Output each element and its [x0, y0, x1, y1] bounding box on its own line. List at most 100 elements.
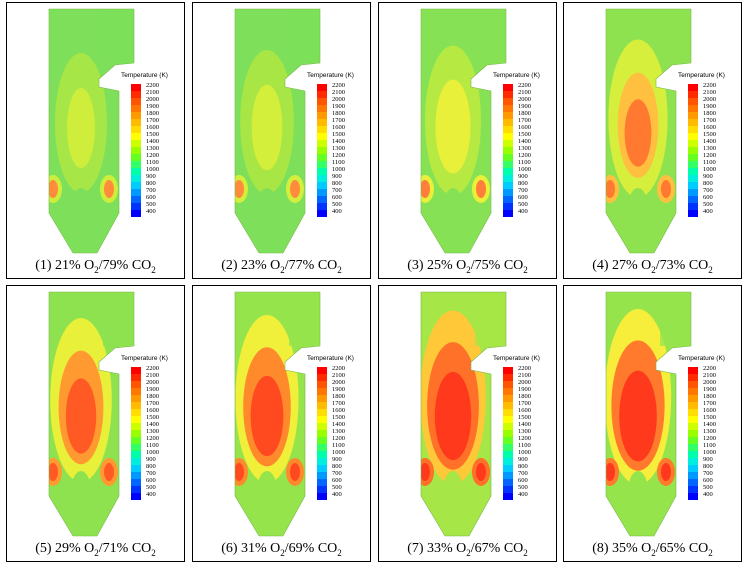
legend-swatch [503, 119, 513, 126]
legend-swatch [503, 203, 513, 210]
legend-level-label: 500 [146, 484, 156, 491]
legend-level-label: 1400 [518, 138, 531, 145]
legend-level-label: 900 [518, 456, 528, 463]
legend-level-label: 2000 [703, 379, 716, 386]
furnace-temperature-contour [48, 291, 135, 537]
legend-level-label: 1600 [332, 407, 345, 414]
legend-swatch [503, 381, 513, 388]
legend-level-label: 600 [703, 477, 713, 484]
legend-swatch [688, 367, 698, 374]
contour-panel-6: Temperature (K) 2200 2100 2000 1900 1800 1700 1… [192, 285, 371, 562]
caption-middle: /73% CO [655, 258, 709, 274]
contour-panel-3: Temperature (K) 2200 2100 2000 1900 1800 1700 1… [378, 2, 557, 279]
legend-swatch [503, 196, 513, 203]
legend-level-label: 1900 [146, 103, 159, 110]
legend-swatch [317, 112, 327, 119]
legend-swatch [503, 465, 513, 472]
legend-swatch [131, 430, 141, 437]
legend-level-label: 500 [146, 201, 156, 208]
caption-prefix: (6) 31% O [221, 541, 281, 557]
legend-swatch [688, 402, 698, 409]
furnace-temperature-contour [48, 8, 135, 254]
legend-swatch [131, 91, 141, 98]
legend-level-label: 500 [703, 201, 713, 208]
legend-swatch [317, 147, 327, 154]
legend-labels: 2200 2100 2000 1900 1800 1700 1600 1500 1400 1300… [518, 365, 531, 498]
legend-swatch [317, 210, 327, 217]
legend-level-label: 700 [146, 470, 156, 477]
legend-swatch [131, 210, 141, 217]
legend-level-label: 600 [332, 194, 342, 201]
legend-labels: 2200 2100 2000 1900 1800 1700 1600 1500 1400 1300… [146, 365, 159, 498]
caption-prefix: (8) 35% O [592, 541, 652, 557]
legend-level-label: 2200 [332, 365, 345, 372]
legend-color-bar [131, 367, 141, 500]
legend-level-label: 1800 [332, 110, 345, 117]
legend-swatch [688, 458, 698, 465]
legend-level-label: 400 [518, 208, 528, 215]
legend-swatch [317, 126, 327, 133]
legend-swatch [317, 98, 327, 105]
caption-prefix: (4) 27% O [592, 258, 652, 274]
legend-color-bar [317, 367, 327, 500]
legend-level-label: 600 [146, 194, 156, 201]
legend-swatch [131, 105, 141, 112]
legend-level-label: 700 [146, 187, 156, 194]
legend-swatch [688, 451, 698, 458]
legend-level-label: 1900 [518, 386, 531, 393]
legend-labels: 2200 2100 2000 1900 1800 1700 1600 1500 1400 1300… [146, 82, 159, 215]
legend-level-label: 1300 [703, 428, 716, 435]
legend-level-label: 1100 [332, 442, 345, 449]
caption-prefix: (2) 23% O [221, 258, 281, 274]
legend-level-label: 1100 [146, 159, 159, 166]
legend-level-label: 1600 [332, 124, 345, 131]
legend-swatch [317, 458, 327, 465]
legend-swatch [688, 161, 698, 168]
legend-level-label: 2200 [518, 365, 531, 372]
legend-level-label: 1500 [332, 131, 345, 138]
legend-swatch [503, 182, 513, 189]
legend-swatch [131, 416, 141, 423]
legend-level-label: 1300 [332, 145, 345, 152]
legend-level-label: 1500 [703, 131, 716, 138]
legend-swatch [688, 479, 698, 486]
panel-caption: (2) 23% O2/77% CO2 [193, 258, 370, 275]
legend-swatch [688, 437, 698, 444]
caption-middle: /75% CO [470, 258, 524, 274]
legend-swatch [503, 479, 513, 486]
legend-level-label: 1900 [332, 103, 345, 110]
legend-level-label: 1000 [146, 449, 159, 456]
caption-subscript: 2 [523, 265, 528, 275]
legend-level-label: 2000 [332, 96, 345, 103]
legend-level-label: 1300 [146, 145, 159, 152]
contour-panel-5: Temperature (K) 2200 2100 2000 1900 1800 1700 1… [6, 285, 185, 562]
legend-level-label: 600 [518, 194, 528, 201]
legend-swatch [503, 402, 513, 409]
legend-level-label: 1900 [332, 386, 345, 393]
caption-middle: /65% CO [655, 541, 709, 557]
legend-swatch [131, 444, 141, 451]
legend-level-label: 800 [332, 463, 342, 470]
caption-middle: /79% CO [98, 258, 152, 274]
legend-swatch [131, 437, 141, 444]
legend-title: Temperature (K) [493, 355, 540, 362]
legend-swatch [503, 175, 513, 182]
legend-labels: 2200 2100 2000 1900 1800 1700 1600 1500 1400 1300… [703, 365, 716, 498]
legend-swatch [131, 486, 141, 493]
legend-swatch [688, 388, 698, 395]
legend-level-label: 900 [518, 173, 528, 180]
legend-level-label: 1100 [332, 159, 345, 166]
legend-level-label: 400 [332, 208, 342, 215]
legend-level-label: 1000 [518, 449, 531, 456]
legend-swatch [688, 416, 698, 423]
contour-panel-2: Temperature (K) 2200 2100 2000 1900 1800 1700 1… [192, 2, 371, 279]
legend-title: Temperature (K) [493, 72, 540, 79]
legend-level-label: 800 [518, 180, 528, 187]
legend-swatch [131, 472, 141, 479]
caption-prefix: (3) 25% O [407, 258, 467, 274]
legend-swatch [688, 126, 698, 133]
legend-level-label: 1400 [518, 421, 531, 428]
legend-color-bar [688, 367, 698, 500]
legend-swatch [131, 196, 141, 203]
